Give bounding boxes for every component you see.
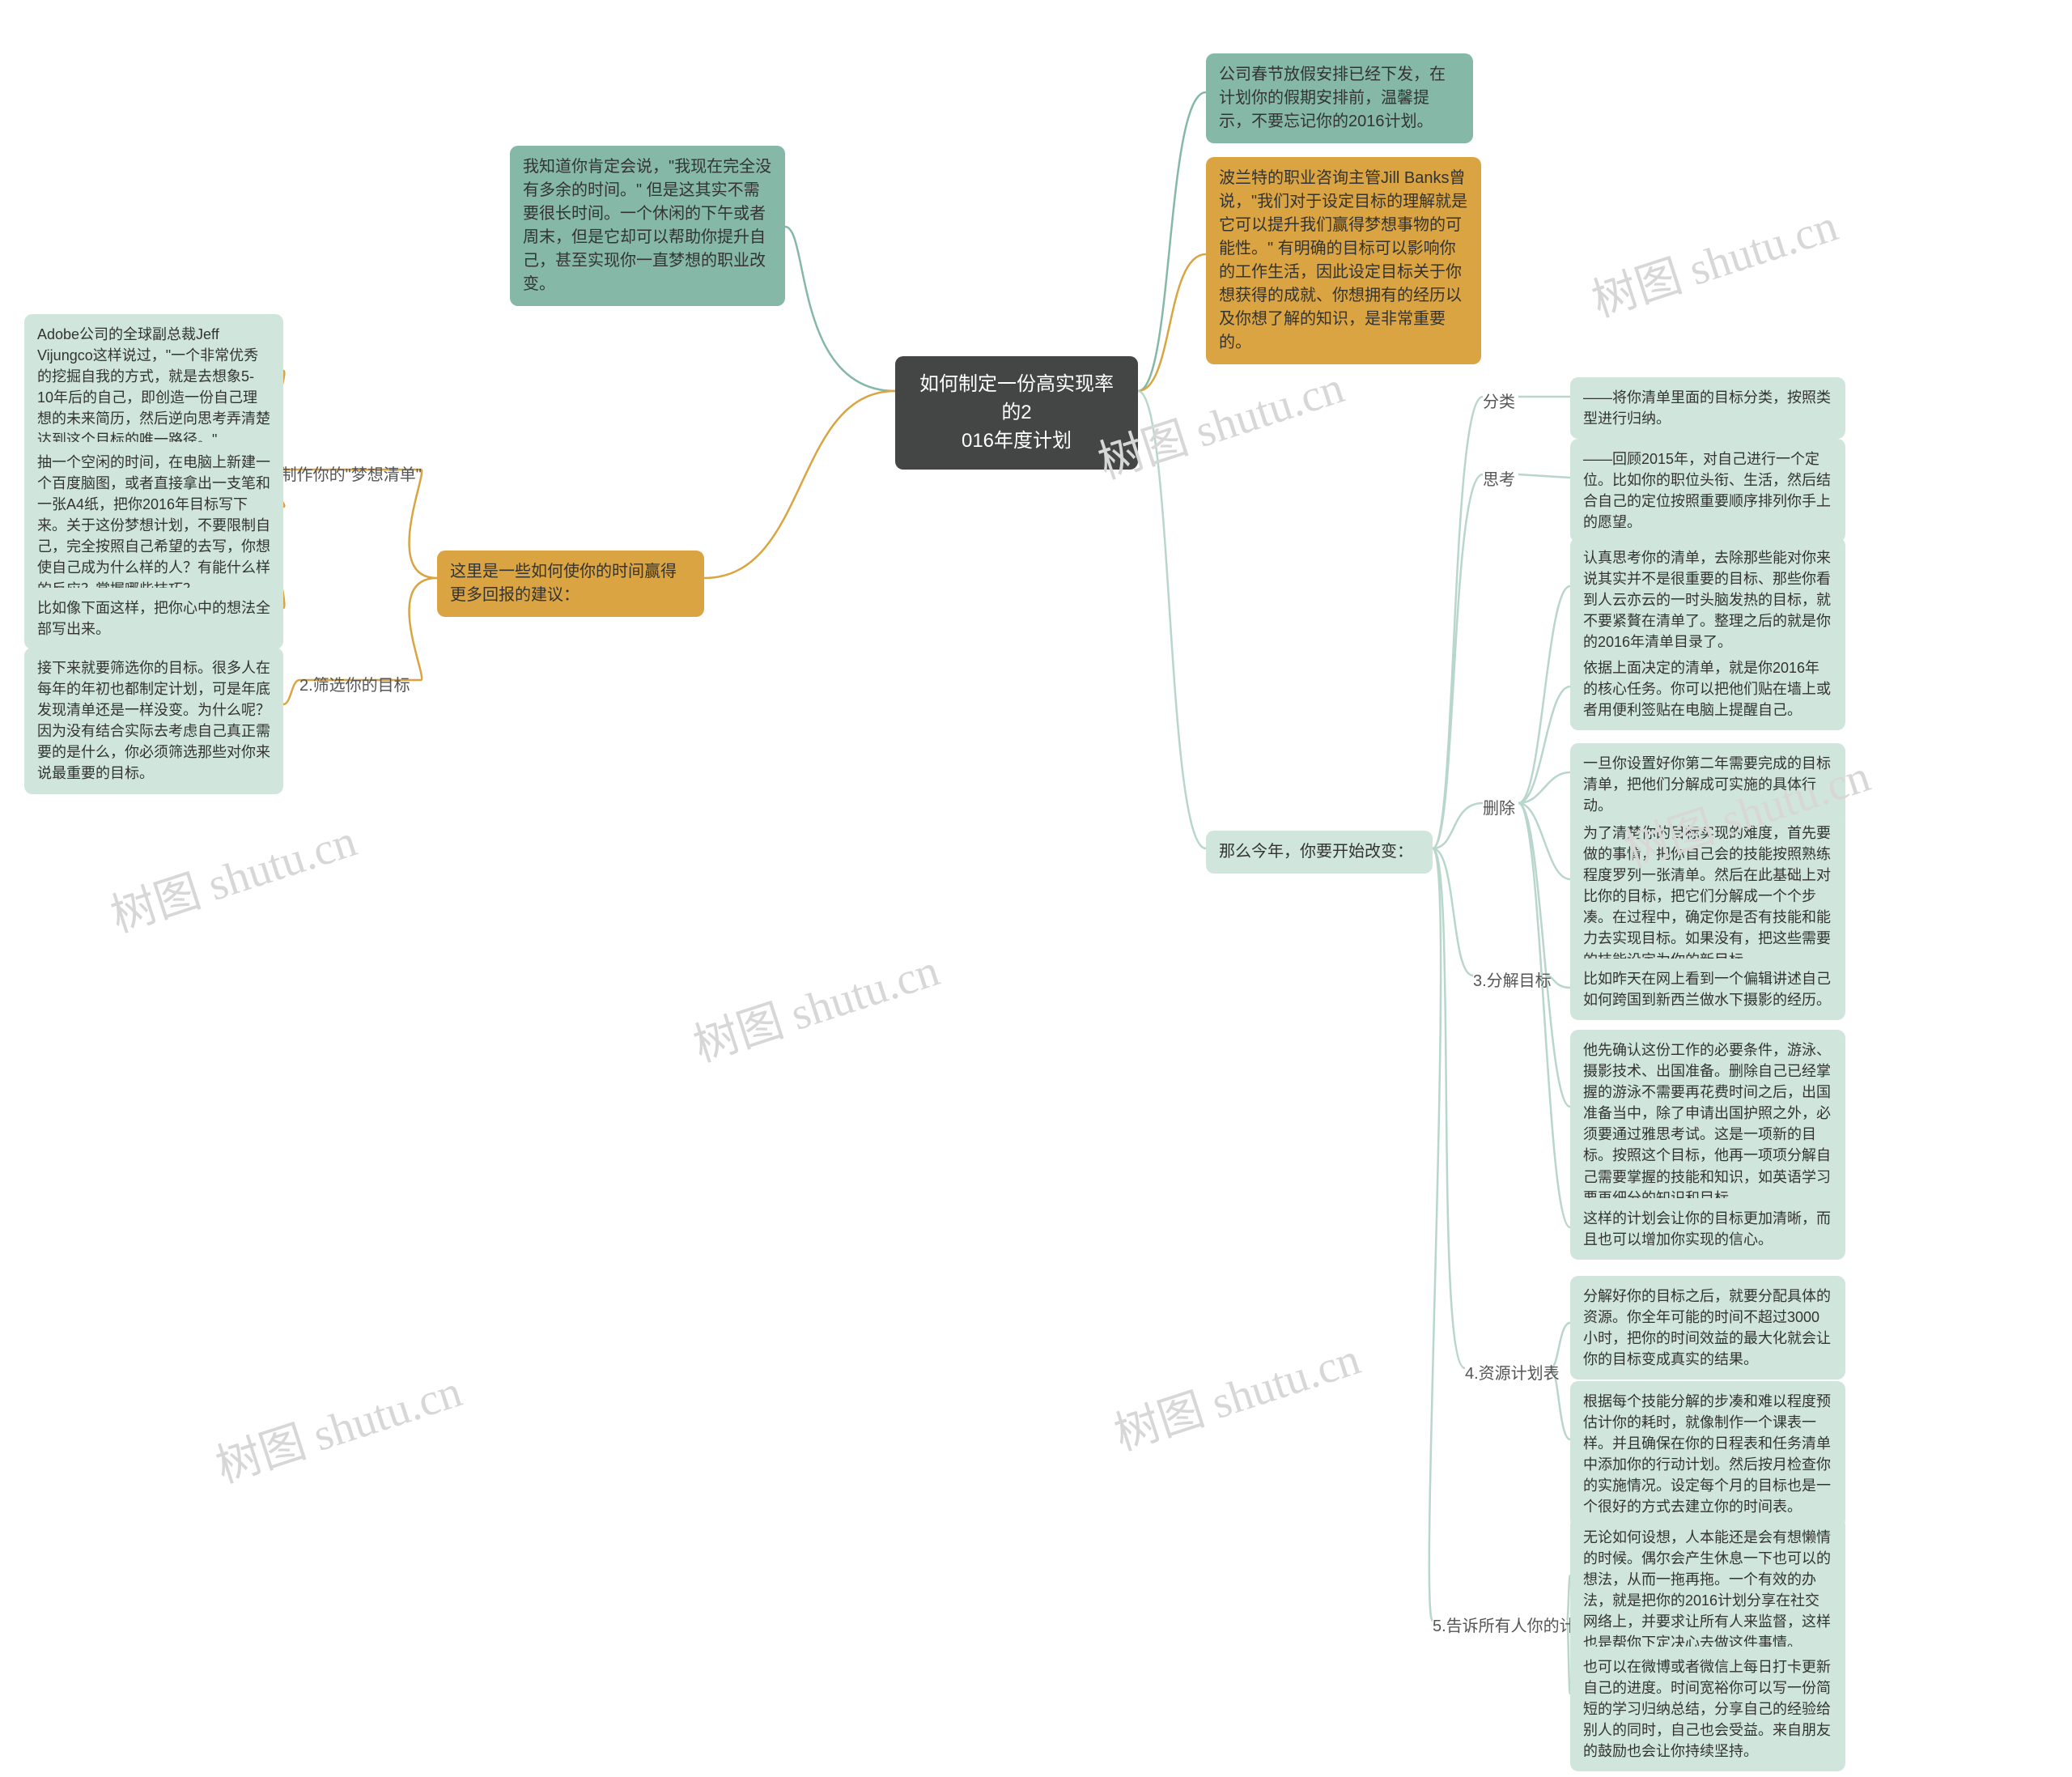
mint-right-4-0: 无论如何设想，人本能还是会有想懒情的时候。偶尔会产生休息一下也可以的想法，从而一… (1570, 1517, 1845, 1664)
edge (1433, 803, 1483, 848)
edge (299, 578, 437, 680)
right-top1-text: 公司春节放假安排已经下发，在计划你的假期安排前，温馨提示，不要忘记你的2016计… (1219, 66, 1446, 130)
edge (1518, 474, 1570, 478)
watermark-0: 树图 shutu.cn (101, 804, 363, 945)
mint-left-4: 接下来就要筛选你的目标。很多人在每年的年初也都制定计划，可是年底发现清单还是一样… (24, 648, 283, 794)
left-branch1-label: 1.制作你的"梦想清单" (267, 461, 422, 485)
watermark-4: 树图 shutu.cn (1105, 1322, 1367, 1463)
right-branch-label-3: 4.资源计划表 (1465, 1360, 1560, 1384)
mint-right-0-0: ——将你清单里面的目标分类，按照类型进行归纳。 (1570, 377, 1845, 439)
right-sub3-label: 3.分解目标 (1473, 967, 1552, 991)
mint-right-2-5: 他先确认这份工作的必要条件，游泳、摄影技术、出国准备。删除自己已经掌握的游泳不需… (1570, 1030, 1845, 1218)
mint-right-2-1: 依据上面决定的清单，就是你2016年的核心任务。你可以把他们贴在墙上或者用便利签… (1570, 648, 1845, 730)
right-branch-label-4: 5.告诉所有人你的计划 (1433, 1613, 1592, 1636)
mint-left-2: 抽一个空闲的时间，在电脑上新建一个百度脑图，或者直接拿出一支笔和一张A4纸，把你… (24, 442, 283, 610)
edge (1518, 687, 1570, 803)
edge (1429, 848, 1441, 1621)
edge (1433, 848, 1473, 976)
edge (267, 470, 437, 578)
edge (1518, 803, 1570, 879)
mint-right-1-0: ——回顾2015年，对自己进行一个定位。比如你的职位头衔、生活，然后结合自己的定… (1570, 439, 1845, 542)
edge (1138, 92, 1206, 391)
right-branch-label-1: 思考 (1483, 466, 1515, 490)
right-top1-node: 公司春节放假安排已经下发，在计划你的假期安排前，温馨提示，不要忘记你的2016计… (1206, 53, 1473, 143)
right-branch-label-2: 删除 (1483, 795, 1515, 818)
mint-left-3: 比如像下面这样，把你心中的想法全部写出来。 (24, 588, 283, 649)
mint-left-1: Adobe公司的全球副总裁Jeff Vijungco这样说过，"一个非常优秀的挖… (24, 314, 283, 461)
watermark-5: 树图 shutu.cn (1582, 189, 1845, 329)
left-hub-node: 这里是一些如何使你的时间赢得更多回报的建议： (437, 551, 704, 617)
edge (1433, 474, 1483, 848)
edge (1433, 848, 1465, 1368)
edge (704, 391, 895, 578)
mint-right-4-1: 也可以在微博或者微信上每日打卡更新自己的进度。时间宽裕你可以写一份简短的学习归纳… (1570, 1647, 1845, 1771)
edge (785, 227, 895, 391)
left-hub-text: 这里是一些如何使你的时间赢得更多回报的建议： (450, 563, 677, 604)
watermark-1: 树图 shutu.cn (206, 1354, 469, 1495)
mint-right-2-6: 这样的计划会让你的目标更加清晰，而且也可以增加你实现的信心。 (1570, 1198, 1845, 1260)
mint-right-2-3: 为了清楚你的目标实现的难度，首先要做的事情，把你自己会的技能按照熟练程度罗列一张… (1570, 813, 1845, 980)
edge (1518, 803, 1570, 1107)
right-top2-node: 波兰特的职业咨询主管Jill Banks曾说，"我们对于设定目标的理解就是它可以… (1206, 157, 1481, 364)
left-branch2-label: 2.筛选你的目标 (299, 672, 410, 695)
root-node: 如何制定一份高实现率的2016年度计划 (895, 356, 1138, 470)
root-text: 如何制定一份高实现率的2016年度计划 (919, 373, 1114, 452)
edge (1518, 586, 1570, 803)
edge (1518, 772, 1570, 803)
edge (1138, 391, 1206, 848)
left-intro-text: 我知道你肯定会说，"我现在完全没有多余的时间。" 但是这其实不需要很长时间。一个… (523, 158, 771, 293)
mint-right-3-0: 分解好你的目标之后，就要分配具体的资源。你全年可能的时间不超过3000小时，把你… (1570, 1276, 1845, 1380)
right-hub-text: 那么今年，你要开始改变： (1219, 843, 1413, 861)
left-intro-node: 我知道你肯定会说，"我现在完全没有多余的时间。" 但是这其实不需要很长时间。一个… (510, 146, 785, 306)
right-hub-node: 那么今年，你要开始改变： (1206, 831, 1433, 874)
mint-right-2-0: 认真思考你的清单，去除那些能对你来说其实并不是很重要的目标、那些你看到人云亦云的… (1570, 538, 1845, 662)
mint-right-2-4: 比如昨天在网上看到一个偏辑讲述自己如何跨国到新西兰做水下摄影的经历。 (1570, 959, 1845, 1020)
edge (283, 680, 299, 704)
right-top2-text: 波兰特的职业咨询主管Jill Banks曾说，"我们对于设定目标的理解就是它可以… (1219, 169, 1467, 351)
edge (1518, 803, 1570, 1227)
right-branch-label-0: 分类 (1483, 389, 1515, 412)
edge (1138, 254, 1206, 391)
watermark-2: 树图 shutu.cn (684, 933, 946, 1074)
edge (1433, 397, 1483, 848)
mint-right-3-1: 根据每个技能分解的步凑和难以程度预估计你的耗时，就像制作一个课表一样。并且确保在… (1570, 1381, 1845, 1528)
